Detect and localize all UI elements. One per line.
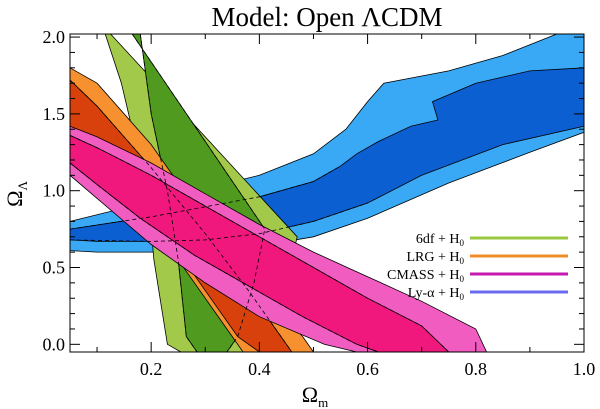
x-tick-label: 0.8	[465, 359, 488, 379]
legend-label: CMASS + H0	[387, 268, 464, 284]
y-tick-label: 0.5	[43, 258, 66, 278]
y-tick-label: 1.0	[43, 181, 66, 201]
dashed-line-2	[70, 79, 293, 352]
legend-label: 6df + H0	[416, 232, 465, 248]
legend-label: LRG + H0	[406, 250, 464, 266]
dashed-line-0	[70, 135, 449, 352]
x-tick-label: 0.4	[248, 359, 271, 379]
plot-frame	[69, 33, 585, 353]
x-axis: 0.2 0.4 0.6 0.8 1.0	[96, 34, 596, 379]
x-axis-label: Ωm	[302, 382, 328, 409]
x-tick-label: 0.2	[140, 359, 163, 379]
legend: 6df + H0 LRG + H0 CMASS + H0 Ly-α + H0	[387, 232, 568, 302]
y-axis-label: ΩΛ	[2, 181, 30, 207]
dashed-line-4	[139, 34, 198, 352]
region-series-3-level-0	[70, 125, 488, 352]
y-tick-label: 2.0	[43, 27, 66, 47]
dashed-line-5	[70, 165, 341, 230]
dashed-line-6	[70, 202, 368, 242]
chart-title: Model: Open ΛCDM	[211, 2, 442, 32]
x-tick-label: 0.6	[356, 359, 379, 379]
confidence-regions	[70, 34, 584, 352]
legend-label: Ly-α + H0	[408, 286, 465, 302]
dashed-line-3	[131, 34, 266, 352]
x-tick-label: 1.0	[573, 359, 596, 379]
y-tick-label: 1.5	[43, 104, 66, 124]
dashed-line-1	[70, 162, 379, 352]
y-tick-label: 0.0	[43, 334, 66, 354]
dashed-overlay-lines	[70, 34, 449, 352]
y-axis: 0.0 0.5 1.0 1.5 2.0	[43, 27, 584, 354]
